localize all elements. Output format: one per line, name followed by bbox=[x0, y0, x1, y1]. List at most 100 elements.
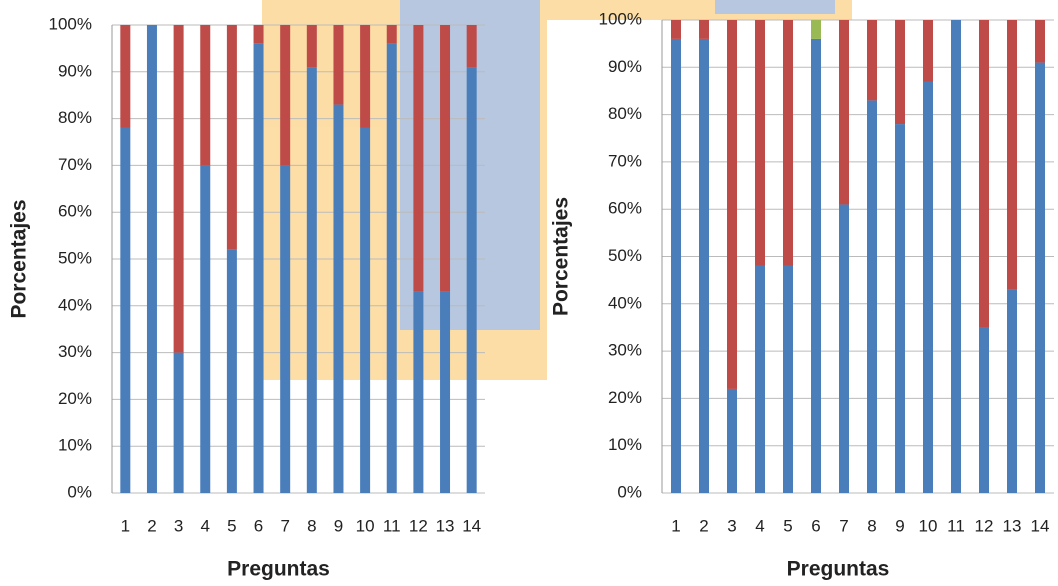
y-axis-title: Porcentajes bbox=[550, 197, 573, 316]
bar-segment bbox=[280, 165, 290, 493]
y-tick-label: 70% bbox=[608, 151, 642, 170]
bar-segment bbox=[811, 39, 821, 493]
x-tick-label: 4 bbox=[201, 516, 210, 535]
bar-segment bbox=[671, 20, 681, 39]
y-tick-label: 70% bbox=[58, 155, 92, 174]
x-tick-label: 1 bbox=[671, 516, 680, 535]
bar-segment bbox=[699, 39, 709, 493]
bar-segment bbox=[783, 266, 793, 493]
bar-segment bbox=[1007, 20, 1017, 290]
y-tick-label: 50% bbox=[608, 246, 642, 265]
x-tick-label: 12 bbox=[409, 516, 428, 535]
x-tick-label: 10 bbox=[919, 516, 938, 535]
y-tick-label: 100% bbox=[599, 9, 642, 28]
bar-segment bbox=[979, 20, 989, 327]
bar-segment bbox=[895, 20, 905, 124]
bar-segment bbox=[839, 20, 849, 204]
bar-segment bbox=[867, 100, 877, 493]
x-axis-title: Preguntas bbox=[227, 558, 330, 581]
bar-segment bbox=[979, 327, 989, 493]
x-tick-label: 2 bbox=[699, 516, 708, 535]
x-tick-label: 6 bbox=[254, 516, 263, 535]
y-tick-label: 30% bbox=[58, 342, 92, 361]
bar-segment bbox=[699, 20, 709, 39]
bar-segment bbox=[227, 250, 237, 493]
y-tick-label: 30% bbox=[608, 341, 642, 360]
x-tick-label: 9 bbox=[334, 516, 343, 535]
y-tick-label: 60% bbox=[58, 202, 92, 221]
y-tick-label: 100% bbox=[49, 14, 92, 33]
x-tick-label: 2 bbox=[147, 516, 156, 535]
x-tick-label: 5 bbox=[227, 516, 236, 535]
bar-segment bbox=[467, 67, 477, 493]
x-tick-label: 9 bbox=[895, 516, 904, 535]
y-tick-label: 10% bbox=[608, 435, 642, 454]
y-tick-label: 40% bbox=[58, 295, 92, 314]
bar-segment bbox=[923, 81, 933, 493]
bar-segment bbox=[671, 39, 681, 493]
x-tick-label: 7 bbox=[839, 516, 848, 535]
y-tick-label: 90% bbox=[58, 61, 92, 80]
bar-segment bbox=[839, 204, 849, 493]
bar-segment bbox=[440, 292, 450, 493]
bar-segment bbox=[387, 44, 397, 493]
bar-segment bbox=[783, 20, 793, 266]
x-tick-label: 12 bbox=[975, 516, 994, 535]
y-tick-label: 80% bbox=[608, 104, 642, 123]
x-tick-label: 14 bbox=[1031, 516, 1050, 535]
x-tick-label: 5 bbox=[783, 516, 792, 535]
bar-segment bbox=[227, 25, 237, 250]
bar-segment bbox=[333, 25, 343, 105]
bar-segment bbox=[254, 25, 264, 44]
x-tick-label: 13 bbox=[436, 516, 455, 535]
bar-segment bbox=[120, 25, 130, 128]
bar-segment bbox=[1007, 290, 1017, 493]
bar-segment bbox=[727, 389, 737, 493]
x-tick-label: 3 bbox=[174, 516, 183, 535]
x-axis-title: Preguntas bbox=[787, 558, 890, 581]
x-tick-label: 11 bbox=[947, 516, 965, 535]
y-tick-label: 10% bbox=[58, 436, 92, 455]
bar-segment bbox=[440, 25, 450, 292]
y-tick-label: 50% bbox=[58, 248, 92, 267]
bar-segment bbox=[727, 20, 737, 389]
y-tick-label: 80% bbox=[58, 108, 92, 127]
bar-segment bbox=[333, 105, 343, 493]
bar-segment bbox=[200, 165, 210, 493]
y-axis-title: Porcentajes bbox=[8, 199, 31, 318]
bar-segment bbox=[254, 44, 264, 493]
page: 0%10%20%30%40%50%60%70%80%90%100%1234567… bbox=[0, 0, 1058, 586]
bar-segment bbox=[895, 124, 905, 493]
bar-segment bbox=[360, 25, 370, 128]
bar-segment bbox=[174, 353, 184, 493]
y-tick-label: 60% bbox=[608, 199, 642, 218]
charts: 0%10%20%30%40%50%60%70%80%90%100%1234567… bbox=[0, 0, 1058, 586]
bar-segment bbox=[1035, 63, 1045, 493]
bar-segment bbox=[811, 20, 821, 39]
bar-segment bbox=[923, 20, 933, 81]
x-tick-label: 1 bbox=[121, 516, 130, 535]
y-tick-label: 40% bbox=[608, 293, 642, 312]
bar-segment bbox=[1035, 20, 1045, 63]
bar-segment bbox=[867, 20, 877, 100]
y-tick-label: 0% bbox=[67, 482, 92, 501]
x-tick-label: 11 bbox=[383, 516, 401, 535]
x-tick-label: 13 bbox=[1003, 516, 1022, 535]
bar-segment bbox=[387, 25, 397, 44]
bar-segment bbox=[307, 67, 317, 493]
x-tick-label: 14 bbox=[462, 516, 481, 535]
bar-segment bbox=[360, 128, 370, 493]
bar-segment bbox=[951, 20, 961, 493]
bar-segment bbox=[174, 25, 184, 353]
y-tick-label: 20% bbox=[58, 389, 92, 408]
x-tick-label: 10 bbox=[356, 516, 375, 535]
x-tick-label: 8 bbox=[307, 516, 316, 535]
bar-segment bbox=[755, 20, 765, 266]
bar-segment bbox=[147, 25, 157, 493]
y-tick-label: 0% bbox=[617, 482, 642, 501]
bar-segment bbox=[413, 25, 423, 292]
x-tick-label: 7 bbox=[280, 516, 289, 535]
x-tick-label: 6 bbox=[811, 516, 820, 535]
y-tick-label: 90% bbox=[608, 57, 642, 76]
bar-segment bbox=[200, 25, 210, 165]
